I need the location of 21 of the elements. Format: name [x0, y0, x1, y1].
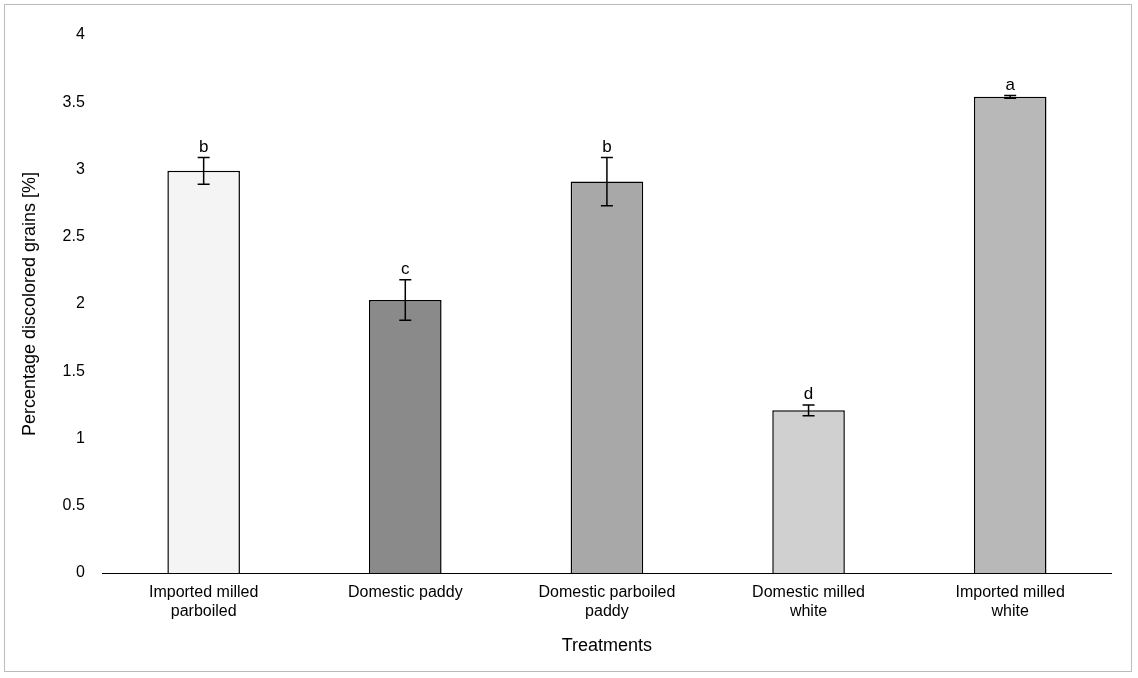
x-tick-label: Imported milled parboiled [148, 583, 259, 620]
y-tick-label: 0.5 [62, 496, 85, 514]
y-tick-label: 3 [75, 159, 85, 177]
y-tick-label: 4 [75, 25, 85, 43]
annotation: b [602, 136, 612, 156]
x-tick-label: Domestic parboiled paddy [538, 583, 676, 620]
y-tick-label: 1.5 [62, 361, 85, 379]
y-tick-label: 0 [75, 563, 85, 581]
y-tick-label: 2 [75, 294, 85, 312]
annotation: a [1005, 74, 1016, 94]
y-tick-label: 1 [75, 428, 85, 446]
y-tick-label: 3.5 [62, 92, 85, 110]
annotation: c [401, 258, 411, 278]
annotation: d [803, 384, 814, 404]
x-tick-label: Domestic milled white [752, 583, 866, 620]
y-tick-label: 2.5 [62, 227, 85, 245]
y-axis-title: Percentage discolored grains [%] [18, 171, 39, 437]
x-tick-label: Domestic paddy [347, 583, 463, 601]
annotation: b [198, 136, 209, 156]
x-axis-title: Treatments [561, 635, 653, 656]
x-tick-label: Imported milled white [955, 583, 1065, 620]
